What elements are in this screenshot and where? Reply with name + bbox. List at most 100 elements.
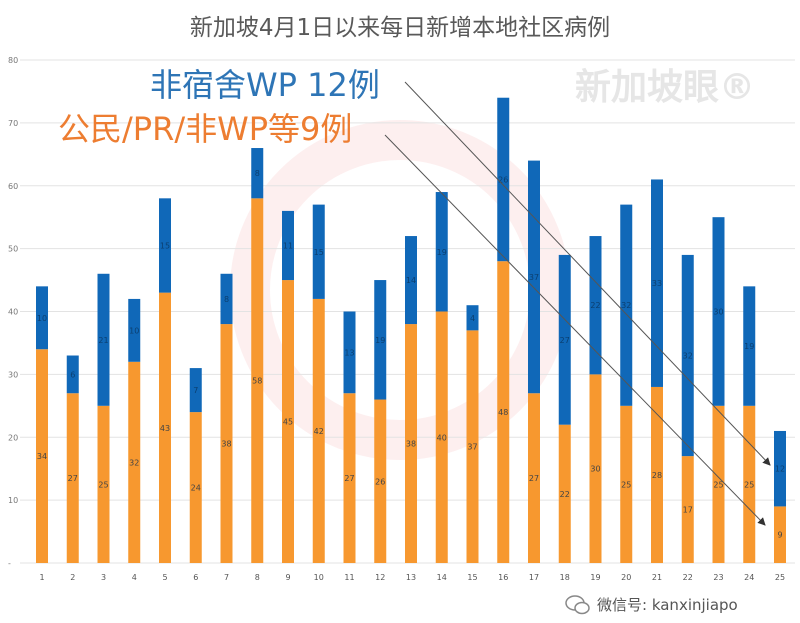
bar-segment-blue (159, 198, 171, 293)
bar-segment-blue (743, 286, 756, 406)
bar-segment-orange (36, 349, 48, 563)
bar-segment-orange (251, 198, 264, 563)
data-label: 28 (652, 471, 662, 480)
bar-segment-orange (620, 405, 633, 563)
x-tick-label: 17 (529, 573, 539, 582)
watermark-logo: 新加坡眼® (575, 67, 756, 108)
x-tick-label: 5 (162, 573, 167, 582)
data-label: 30 (713, 308, 723, 317)
bar-segment-blue (681, 254, 694, 457)
annotation-citizen-pr: 公民/PR/非WP等9例 (58, 110, 353, 148)
data-label: 9 (777, 531, 782, 540)
data-label: 6 (70, 370, 75, 379)
x-tick-label: 4 (132, 573, 137, 582)
data-label: 8 (224, 295, 229, 304)
bar-segment-blue (651, 179, 663, 387)
data-label: 13 (344, 348, 354, 357)
bar-segment-orange (282, 280, 294, 563)
bar-segment-blue (405, 236, 417, 325)
data-label: 7 (193, 386, 198, 395)
data-label: 8 (255, 169, 260, 178)
data-label: 32 (621, 301, 631, 310)
bar-segment-blue (220, 273, 233, 325)
data-label: 45 (283, 418, 293, 427)
bar-segment-orange (343, 393, 356, 563)
bar-segment-orange (774, 506, 786, 563)
watermark-circle (230, 120, 570, 460)
data-label: 58 (252, 377, 262, 386)
x-tick-label: 18 (560, 573, 570, 582)
data-label: 19 (437, 248, 447, 257)
data-label: 32 (683, 352, 693, 361)
bar-segment-orange (220, 324, 233, 563)
data-label: 12 (775, 465, 785, 474)
x-tick-label: 24 (744, 573, 754, 582)
x-tick-label: 10 (314, 573, 324, 582)
y-tick-label: 70 (8, 119, 18, 128)
data-label: 27 (560, 336, 570, 345)
data-label: 22 (560, 490, 570, 499)
bar-segment-blue (97, 273, 110, 406)
x-tick-label: 14 (437, 573, 447, 582)
wechat-icon (565, 594, 590, 614)
bar-segment-orange (312, 298, 325, 563)
bar-segment-orange (189, 412, 202, 563)
data-label: 42 (314, 427, 324, 436)
arrow-citizen-pr (384, 134, 766, 526)
data-label: 27 (68, 474, 78, 483)
bar-segment-blue (466, 305, 479, 331)
x-tick-label: 13 (406, 573, 416, 582)
data-label: 10 (37, 314, 47, 323)
bar-segment-blue (620, 204, 633, 406)
bar-segment-orange (589, 374, 602, 563)
y-tick-label: 60 (8, 182, 18, 191)
bar-segment-orange (528, 393, 540, 563)
bar-segment-blue (343, 311, 356, 394)
x-tick-label: 2 (70, 573, 75, 582)
y-tick-label: 50 (8, 245, 18, 254)
y-tick-label: 30 (8, 370, 18, 379)
bar-segment-blue (712, 217, 725, 406)
bar-segment-orange (681, 456, 694, 563)
x-tick-label: 23 (713, 573, 723, 582)
x-tick-label: 22 (683, 573, 693, 582)
data-label: 25 (713, 480, 723, 489)
data-label: 30 (590, 465, 600, 474)
y-tick-label: - (8, 559, 11, 568)
bar-segment-orange (159, 292, 171, 563)
data-label: 4 (470, 314, 475, 323)
bar-segment-blue (128, 298, 141, 362)
bar-segment-orange (435, 311, 448, 563)
data-label: 25 (744, 480, 754, 489)
bar-segment-blue (251, 148, 264, 199)
data-label: 25 (621, 480, 631, 489)
bar-segment-blue (528, 160, 540, 394)
bar-segment-orange (651, 386, 663, 563)
data-label: 38 (406, 440, 416, 449)
x-tick-label: 20 (621, 573, 631, 582)
x-tick-label: 6 (193, 573, 198, 582)
data-label: 37 (529, 273, 539, 282)
bar-segment-orange (97, 405, 110, 563)
data-label: 48 (498, 408, 508, 417)
data-label: 19 (744, 342, 754, 351)
x-tick-label: 7 (224, 573, 229, 582)
y-tick-label: 80 (8, 56, 18, 65)
x-tick-label: 8 (255, 573, 260, 582)
y-tick-label: 10 (8, 496, 18, 505)
data-label: 32 (129, 458, 139, 467)
bar-segment-orange (743, 405, 756, 563)
data-label: 27 (344, 474, 354, 483)
data-label: 40 (437, 433, 447, 442)
bar-segment-blue (589, 236, 602, 375)
y-tick-label: 40 (8, 308, 18, 317)
footer-text: 微信号: kanxinjiapo (597, 596, 738, 614)
data-label: 15 (160, 241, 170, 250)
footer: 微信号: kanxinjiapo (565, 594, 738, 615)
bar-segment-blue (374, 280, 387, 400)
data-label: 38 (221, 440, 231, 449)
data-label: 25 (98, 480, 108, 489)
data-label: 15 (314, 248, 324, 257)
data-label: 17 (683, 506, 693, 515)
